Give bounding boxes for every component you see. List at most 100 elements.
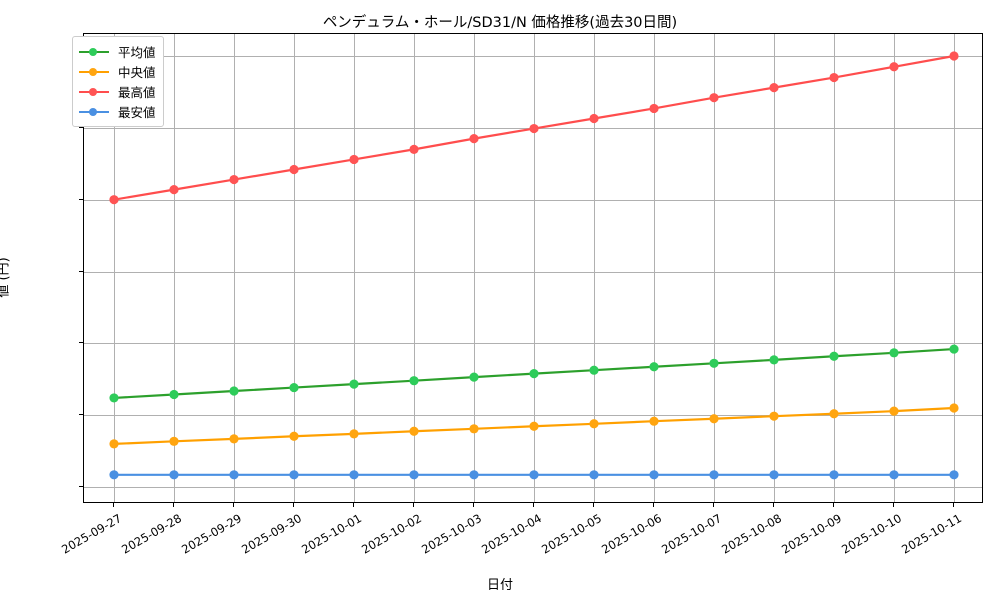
legend-item[interactable]: 最安値 bbox=[79, 102, 156, 121]
x-axis-tick-label: 2025-10-10 bbox=[839, 511, 904, 557]
data-point-marker[interactable] bbox=[469, 372, 479, 382]
y-axis-tick-mark bbox=[79, 198, 83, 200]
x-axis-tick-label: 2025-09-30 bbox=[239, 511, 304, 557]
data-point-marker[interactable] bbox=[769, 83, 779, 93]
data-point-marker[interactable] bbox=[649, 470, 659, 480]
legend-label: 最安値 bbox=[118, 105, 156, 120]
gridline-vertical bbox=[474, 34, 475, 502]
data-point-marker[interactable] bbox=[169, 436, 179, 446]
data-point-marker[interactable] bbox=[349, 379, 359, 389]
gridline-vertical bbox=[234, 34, 235, 502]
data-point-marker[interactable] bbox=[829, 72, 839, 83]
data-point-marker[interactable] bbox=[529, 369, 539, 379]
data-point-marker[interactable] bbox=[589, 365, 599, 375]
x-axis-tick-mark bbox=[893, 503, 895, 507]
data-point-marker[interactable] bbox=[169, 389, 179, 400]
gridline-vertical bbox=[954, 34, 955, 502]
y-axis-tick-mark bbox=[79, 414, 83, 416]
legend-label: 中央値 bbox=[118, 65, 156, 80]
data-point-marker[interactable] bbox=[649, 416, 659, 426]
x-axis-tick-mark bbox=[953, 503, 955, 507]
data-point-marker[interactable] bbox=[709, 470, 719, 480]
data-point-marker[interactable] bbox=[229, 386, 239, 396]
data-point-marker[interactable] bbox=[409, 144, 419, 154]
x-axis-tick-mark bbox=[473, 503, 475, 507]
data-point-marker[interactable] bbox=[889, 406, 899, 416]
data-point-marker[interactable] bbox=[949, 344, 959, 354]
data-point-marker[interactable] bbox=[769, 411, 779, 421]
data-point-marker[interactable] bbox=[349, 429, 359, 439]
data-point-marker[interactable] bbox=[169, 185, 179, 195]
data-point-marker[interactable] bbox=[889, 470, 899, 480]
gridline-horizontal bbox=[84, 343, 982, 345]
data-point-marker[interactable] bbox=[109, 439, 119, 449]
chart-legend[interactable]: 平均値中央値最高値最安値 bbox=[72, 36, 164, 127]
data-point-marker[interactable] bbox=[829, 351, 839, 361]
data-point-marker[interactable] bbox=[589, 113, 599, 124]
data-point-marker[interactable] bbox=[649, 362, 659, 372]
x-axis-tick-label: 2025-10-01 bbox=[299, 511, 364, 557]
data-point-marker[interactable] bbox=[949, 470, 959, 480]
gridline-horizontal bbox=[84, 415, 982, 417]
data-point-marker[interactable] bbox=[529, 421, 539, 431]
data-point-marker[interactable] bbox=[109, 470, 119, 480]
legend-item[interactable]: 中央値 bbox=[79, 62, 156, 81]
legend-marker-icon bbox=[79, 86, 109, 98]
data-point-marker[interactable] bbox=[289, 431, 299, 441]
data-point-marker[interactable] bbox=[589, 419, 599, 429]
series-lines bbox=[109, 51, 959, 480]
x-axis-tick-mark bbox=[593, 503, 595, 507]
data-point-marker[interactable] bbox=[769, 470, 779, 480]
data-point-marker[interactable] bbox=[469, 470, 479, 480]
data-point-marker[interactable] bbox=[169, 470, 179, 480]
data-point-marker[interactable] bbox=[469, 424, 479, 434]
data-point-marker[interactable] bbox=[769, 355, 779, 365]
data-point-marker[interactable] bbox=[229, 434, 239, 444]
data-point-marker[interactable] bbox=[949, 403, 959, 413]
gridline-horizontal bbox=[84, 56, 982, 57]
gridline-horizontal bbox=[84, 199, 982, 201]
data-point-marker[interactable] bbox=[709, 93, 719, 103]
data-point-marker[interactable] bbox=[949, 51, 959, 61]
data-point-marker[interactable] bbox=[289, 382, 299, 393]
data-point-marker[interactable] bbox=[889, 348, 899, 358]
data-point-marker[interactable] bbox=[289, 164, 299, 175]
data-point-marker[interactable] bbox=[829, 470, 839, 480]
gridline-vertical bbox=[594, 34, 595, 502]
gridline-vertical bbox=[294, 34, 295, 502]
data-point-marker[interactable] bbox=[889, 62, 899, 72]
x-axis-tick-mark bbox=[773, 503, 775, 507]
legend-item[interactable]: 最高値 bbox=[79, 82, 156, 101]
x-axis-tick-label: 2025-10-07 bbox=[659, 511, 724, 557]
x-axis-tick-label: 2025-09-28 bbox=[119, 511, 184, 557]
data-point-marker[interactable] bbox=[409, 470, 419, 480]
data-point-marker[interactable] bbox=[529, 123, 539, 134]
x-axis-tick-label: 2025-10-03 bbox=[419, 511, 484, 557]
data-point-marker[interactable] bbox=[409, 426, 419, 436]
data-point-marker[interactable] bbox=[829, 409, 839, 419]
gridline-vertical bbox=[114, 34, 115, 502]
y-axis-tick-mark bbox=[79, 270, 83, 272]
data-point-marker[interactable] bbox=[349, 470, 359, 480]
x-axis-tick-mark bbox=[413, 503, 415, 507]
legend-item[interactable]: 平均値 bbox=[79, 42, 156, 61]
data-point-marker[interactable] bbox=[289, 470, 299, 480]
x-axis-tick-mark bbox=[233, 503, 235, 507]
data-point-marker[interactable] bbox=[229, 470, 239, 480]
data-point-marker[interactable] bbox=[469, 134, 479, 144]
x-axis-tick-label: 2025-10-04 bbox=[479, 511, 544, 557]
chart-title: ペンデュラム・ホール/SD31/N 価格推移(過去30日間) bbox=[322, 15, 678, 31]
data-point-marker[interactable] bbox=[229, 174, 239, 185]
data-point-marker[interactable] bbox=[109, 195, 119, 205]
data-point-marker[interactable] bbox=[709, 358, 719, 368]
y-axis-tick-mark bbox=[79, 486, 83, 488]
data-point-marker[interactable] bbox=[589, 470, 599, 480]
data-point-marker[interactable] bbox=[709, 414, 719, 424]
gridline-vertical bbox=[354, 34, 355, 502]
data-point-marker[interactable] bbox=[529, 470, 539, 480]
x-axis-tick-label: 2025-10-09 bbox=[779, 511, 844, 557]
data-point-marker[interactable] bbox=[649, 103, 659, 114]
data-point-marker[interactable] bbox=[109, 393, 119, 403]
data-point-marker[interactable] bbox=[409, 376, 419, 386]
data-point-marker[interactable] bbox=[349, 154, 359, 165]
